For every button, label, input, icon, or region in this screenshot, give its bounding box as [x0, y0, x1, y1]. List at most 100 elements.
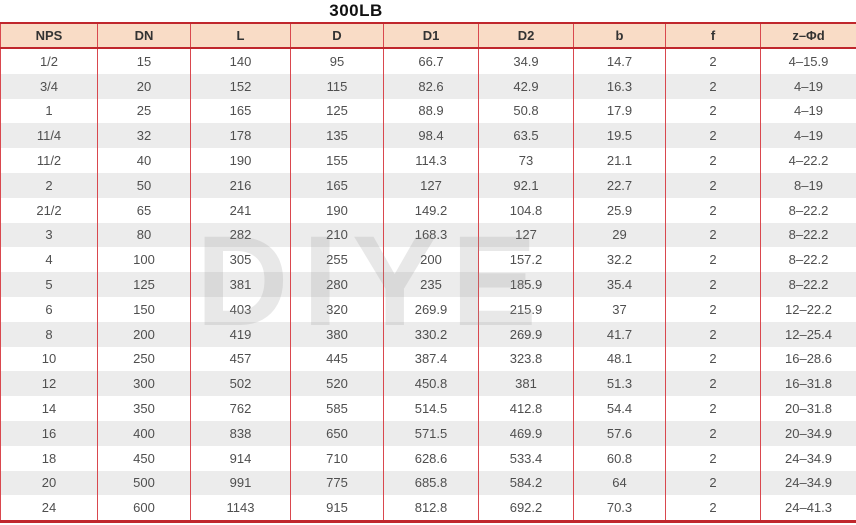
cell: 775 — [290, 470, 384, 496]
cell: 210 — [290, 222, 384, 248]
cell: 63.5 — [478, 123, 574, 149]
cell: 16.3 — [573, 73, 666, 99]
cell: 2 — [665, 445, 761, 471]
cell: 12–22.2 — [760, 296, 856, 322]
cell: 20–31.8 — [760, 396, 856, 421]
cell: 838 — [190, 420, 291, 446]
table-row: 8 200 419 380 330.2 269.9 41.7 2 12–25.4 — [0, 321, 856, 347]
column-header-l: L — [190, 23, 291, 49]
cell: 3/4 — [0, 73, 98, 99]
cell: 915 — [290, 495, 384, 522]
cell: 600 — [97, 495, 191, 522]
cell: 585 — [290, 396, 384, 421]
cell: 190 — [190, 148, 291, 173]
cell: 2 — [665, 123, 761, 149]
cell: 450 — [97, 445, 191, 471]
table-row: 20 500 991 775 685.8 584.2 64 2 24–34.9 — [0, 470, 856, 496]
cell: 4–15.9 — [760, 48, 856, 74]
cell: 4 — [0, 247, 98, 273]
cell: 2 — [665, 172, 761, 198]
cell: 21/2 — [0, 197, 98, 223]
cell: 1/2 — [0, 48, 98, 74]
cell: 149.2 — [383, 197, 479, 223]
cell: 2 — [665, 48, 761, 74]
cell: 380 — [290, 321, 384, 347]
cell: 991 — [190, 470, 291, 496]
cell: 200 — [383, 247, 479, 273]
cell: 300 — [97, 371, 191, 397]
cell: 64 — [573, 470, 666, 496]
cell: 165 — [290, 172, 384, 198]
cell: 37 — [573, 296, 666, 322]
cell: 20 — [0, 470, 98, 496]
cell: 387.4 — [383, 346, 479, 372]
cell: 24–34.9 — [760, 470, 856, 496]
cell: 2 — [0, 172, 98, 198]
cell: 403 — [190, 296, 291, 322]
cell: 8 — [0, 321, 98, 347]
table-row: 24 600 1143 915 812.8 692.2 70.3 2 24–41.3 — [0, 495, 856, 522]
cell: 450.8 — [383, 371, 479, 397]
cell: 50 — [97, 172, 191, 198]
cell: 8–19 — [760, 172, 856, 198]
cell: 520 — [290, 371, 384, 397]
cell: 2 — [665, 470, 761, 496]
cell: 114.3 — [383, 148, 479, 173]
cell: 16–28.6 — [760, 346, 856, 372]
cell: 168.3 — [383, 222, 479, 248]
cell: 255 — [290, 247, 384, 273]
column-header-dn: DN — [97, 23, 191, 49]
cell: 692.2 — [478, 495, 574, 522]
cell: 24 — [0, 495, 98, 522]
cell: 165 — [190, 98, 291, 124]
cell: 400 — [97, 420, 191, 446]
cell: 2 — [665, 371, 761, 397]
cell: 11/2 — [0, 148, 98, 173]
cell: 95 — [290, 48, 384, 74]
cell: 2 — [665, 222, 761, 248]
column-header-d: D — [290, 23, 384, 49]
table-row: 1 25 165 125 88.9 50.8 17.9 2 4–19 — [0, 98, 856, 124]
cell: 685.8 — [383, 470, 479, 496]
cell: 152 — [190, 73, 291, 99]
cell: 18 — [0, 445, 98, 471]
cell: 8–22.2 — [760, 272, 856, 297]
cell: 16 — [0, 420, 98, 446]
column-header-f: f — [665, 23, 761, 49]
cell: 25.9 — [573, 197, 666, 223]
cell: 29 — [573, 222, 666, 248]
table-row: 5 125 381 280 235 185.9 35.4 2 8–22.2 — [0, 272, 856, 297]
cell: 125 — [97, 272, 191, 297]
cell: 104.8 — [478, 197, 574, 223]
cell: 2 — [665, 73, 761, 99]
cell: 185.9 — [478, 272, 574, 297]
cell: 2 — [665, 321, 761, 347]
cell: 650 — [290, 420, 384, 446]
table-row: 11/4 32 178 135 98.4 63.5 19.5 2 4–19 — [0, 123, 856, 149]
column-header-nps: NPS — [0, 23, 98, 49]
cell: 92.1 — [478, 172, 574, 198]
cell: 1143 — [190, 495, 291, 522]
cell: 269.9 — [478, 321, 574, 347]
table-row: 11/2 40 190 155 114.3 73 21.1 2 4–22.2 — [0, 148, 856, 173]
header-row: NPS DN L D D1 D2 b f z–Φd — [0, 23, 856, 49]
cell: 12 — [0, 371, 98, 397]
cell: 330.2 — [383, 321, 479, 347]
cell: 419 — [190, 321, 291, 347]
column-header-d2: D2 — [478, 23, 574, 49]
cell: 10 — [0, 346, 98, 372]
cell: 502 — [190, 371, 291, 397]
cell: 24–41.3 — [760, 495, 856, 522]
cell: 8–22.2 — [760, 222, 856, 248]
cell: 269.9 — [383, 296, 479, 322]
cell: 1 — [0, 98, 98, 124]
column-header-b: b — [573, 23, 666, 49]
cell: 125 — [290, 98, 384, 124]
cell: 22.7 — [573, 172, 666, 198]
cell: 42.9 — [478, 73, 574, 99]
cell: 14 — [0, 396, 98, 421]
cell: 157.2 — [478, 247, 574, 273]
cell: 514.5 — [383, 396, 479, 421]
cell: 282 — [190, 222, 291, 248]
